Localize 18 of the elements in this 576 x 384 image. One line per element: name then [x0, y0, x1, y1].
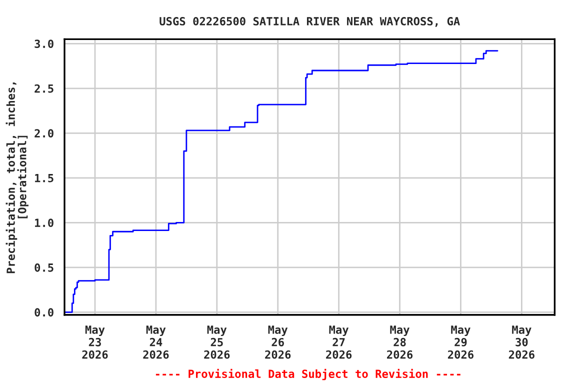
y-tick-label: 3.0: [34, 40, 54, 48]
x-tick-label: May 24 2026: [143, 326, 169, 359]
chart-title: USGS 02226500 SATILLA RIVER NEAR WAYCROSS, GA: [160, 17, 460, 27]
x-tick-label: May 28 2026: [387, 326, 413, 359]
text: ---- Provisional Data Subject to Revision ----: [156, 368, 460, 380]
x-tick-label: May 26 2026: [265, 326, 291, 359]
y-tick-label: 2.5: [34, 84, 54, 93]
y-tick-label: 1.5: [35, 174, 54, 182]
x-tick-label: May 29 2026: [448, 326, 474, 359]
y-tick-label: 0.5: [34, 263, 54, 272]
x-tick-label: May 30 2026: [508, 326, 534, 359]
x-tick-label: May 23 2026: [82, 326, 108, 359]
y-axis-title: Precipitation, total, inches, [Operational]: [6, 82, 28, 274]
y-tick-label: 0.0: [34, 308, 54, 317]
x-tick-label: May 27 2026: [326, 326, 352, 359]
y-tick-label: 2.0: [34, 129, 54, 138]
x-tick-label: May 25 2026: [204, 326, 230, 359]
y-tick-label: 1.0: [35, 218, 54, 228]
